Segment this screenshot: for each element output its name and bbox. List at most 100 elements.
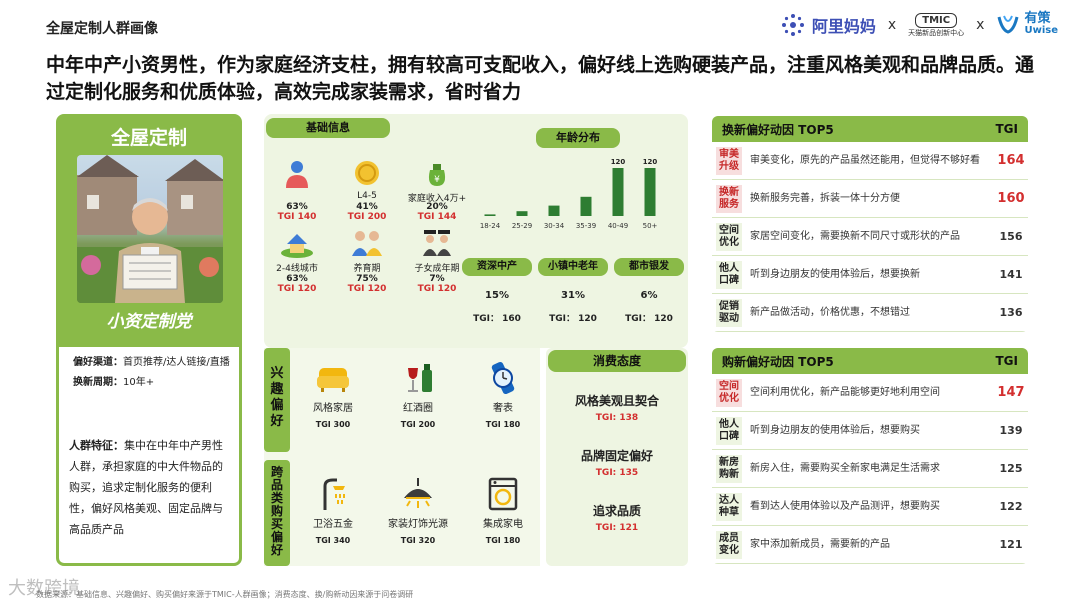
motive-tag: 空间优化 (716, 378, 742, 407)
cycle-value: 10年+ (123, 377, 155, 388)
age-data-label: 120 (643, 158, 658, 166)
cross-item: 家装灯饰光源 TGI 320 (383, 476, 453, 545)
motive-tgi: 164 (997, 153, 1025, 168)
info-pct: 63% (286, 202, 308, 212)
cross-label: 家装灯饰光源 (388, 519, 448, 530)
info-pct: 41% (356, 202, 378, 212)
watch-icon (491, 361, 515, 395)
motive-tgi: 136 (999, 306, 1023, 319)
region-tgi-label: TGI： (549, 314, 575, 324)
info-tgi: TGI 140 (277, 212, 317, 222)
age-tick-label: 18-24 (480, 222, 501, 230)
uwise-logo: 有策 Uwise (996, 12, 1058, 37)
cycle-row: 换新周期：10年+ (73, 373, 154, 388)
motive-tag: 他人口碑 (716, 416, 742, 445)
alimama-text: 阿里妈妈 (811, 17, 876, 36)
region-tgi-label: TGI： (473, 314, 499, 324)
tmic-badge: TMIC (915, 12, 958, 28)
region-tgi: 160 (502, 314, 521, 324)
buy-table-tgi-header: TGI (995, 354, 1019, 368)
region-item: 都市银发 6% TGI： 120 (614, 258, 684, 324)
age-data-label: 120 (611, 158, 626, 166)
watermark: 大数跨境 (8, 578, 80, 599)
attitude-tgi: TGI: 138 (595, 413, 639, 423)
age-bar (612, 168, 624, 216)
info-label: 2-4线城市 (276, 264, 318, 274)
house-icon (281, 234, 313, 258)
basic-info-panel (264, 114, 688, 348)
info-tgi: TGI 120 (347, 284, 387, 294)
motive-tgi: 156 (999, 230, 1023, 243)
channel-row: 偏好渠道：首页推荐/达人链接/直播 (73, 353, 230, 368)
info-tgi: TGI 120 (277, 284, 317, 294)
attitude-tgi: TGI: 135 (595, 468, 639, 478)
info-tgi: TGI 144 (417, 212, 457, 222)
motive-tag: 换新服务 (716, 184, 742, 213)
region-tgi: 120 (654, 314, 673, 324)
buy-table-header: 购新偏好动因 TOP5 TGI (712, 348, 1028, 374)
uwise-icon (998, 15, 1019, 34)
interest-tab-label: 兴趣偏好 (270, 366, 284, 429)
cross-category-tab: 跨品类购买偏好 (264, 460, 290, 566)
cross-item: 集成家电 TGI 180 (468, 476, 538, 545)
alimama-icon (781, 14, 804, 36)
cross-tab-label: 跨品类购买偏好 (270, 465, 283, 557)
motive-tgi: 141 (999, 268, 1023, 281)
attitude-tgi: TGI: 121 (595, 523, 639, 533)
feature-label: 人群特征： (69, 439, 124, 452)
channel-label: 偏好渠道： (73, 357, 123, 368)
table-row: 促销驱动 新产品做活动，价格优惠，不想错过 136 (712, 294, 1028, 332)
cross-tgi: TGI 340 (315, 536, 351, 545)
attitude-label: 风格美观且契合 (574, 394, 659, 408)
attitude-list: 风格美观且契合 TGI: 138 品牌固定偏好 TGI: 135 追求品质 TG… (546, 392, 688, 533)
info-pct: 20% (426, 202, 448, 212)
age-tick-label: 40-49 (608, 222, 628, 230)
svg-text:¥: ¥ (434, 175, 440, 185)
motive-description: 听到身边朋友的使用体验后，想要换新 (750, 269, 920, 280)
channel-value: 首页推荐/达人链接/直播 (123, 357, 230, 368)
info-item-level: L4-5 41% TGI 200 (332, 158, 402, 222)
info-item-gender: 63% TGI 140 (262, 158, 332, 222)
graduates-icon (423, 230, 451, 256)
cross-item: 卫浴五金 TGI 340 (298, 476, 368, 545)
cross-category-items: 卫浴五金 TGI 340 家装灯饰光源 TGI 320 集成家电 TGI 180 (298, 476, 538, 545)
interest-items: 风格家居 TGI 300 红酒圈 TGI 200 奢表 TGI 180 (298, 360, 538, 429)
interest-tgi: TGI 300 (315, 420, 351, 429)
male-user-icon (286, 161, 308, 188)
motive-tgi: 121 (999, 538, 1023, 551)
age-tick-label: 25-29 (512, 222, 532, 230)
page-title: 全屋定制人群画像 (46, 21, 158, 37)
region-label: 都市银发 (614, 258, 684, 276)
table-row: 换新服务 换新服务完善，拆装一体十分方便 160 (712, 180, 1028, 218)
region-pct: 6% (640, 290, 658, 301)
motive-tgi: 147 (997, 385, 1025, 400)
preference-panel (264, 348, 540, 566)
cross-label: 卫浴五金 (313, 519, 353, 530)
uwise-en-text: Uwise (1024, 25, 1058, 36)
interest-item: 风格家居 TGI 300 (298, 360, 368, 429)
table-row: 空间优化 家居空间变化，需要换新不同尺寸或形状的产品 156 (712, 218, 1028, 256)
age-tick-label: 35-39 (576, 222, 596, 230)
motive-tag: 审美升级 (716, 146, 742, 175)
region-pct: 15% (485, 290, 509, 301)
partner-logos: 阿里妈妈 x TMIC 天猫新品创新中心 x 有策 Uwise (780, 12, 1058, 38)
cross-tgi: TGI 320 (400, 536, 436, 545)
cross-tgi: TGI 180 (485, 536, 521, 545)
table-row: 他人口碑 听到身边朋友的使用体验后，想要换新 141 (712, 256, 1028, 294)
info-tgi: TGI 200 (347, 212, 387, 222)
motive-description: 看到达人使用体验以及产品测评，想要购买 (750, 501, 940, 512)
info-label: 养育期 (353, 264, 381, 274)
money-bag-icon: ¥ (428, 164, 446, 186)
info-label: 子女成年期 (414, 264, 460, 274)
interest-label: 奢表 (493, 403, 513, 414)
region-label: 资深中产 (462, 258, 532, 276)
region-tgi: 120 (578, 314, 597, 324)
persona-photo (77, 155, 223, 303)
motive-tgi: 139 (999, 424, 1023, 437)
age-bar (644, 168, 656, 216)
table-row: 成员变化 家中添加新成员，需要新的产品 121 (712, 526, 1028, 564)
persona-card-header: 全屋定制 小资定制党 (59, 117, 239, 347)
motive-tgi: 125 (999, 462, 1023, 475)
motive-tag: 达人种草 (716, 492, 742, 521)
persona-card: 全屋定制 小资定制党 (56, 114, 242, 566)
